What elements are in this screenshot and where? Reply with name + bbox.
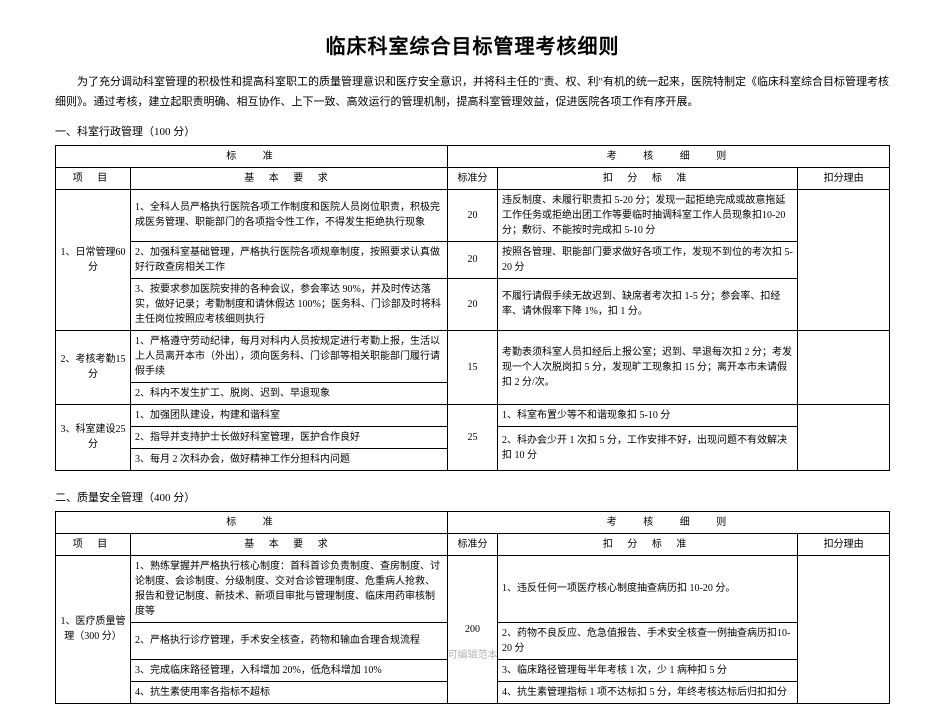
table-row: 2、加强科室基础管理，严格执行医院各项规章制度，按照要求认真做好行政查房相关工作…: [56, 241, 890, 278]
cell-deduct: 按照各管理、职能部门要求做好各项工作，发现不到位的考次扣 5-20 分: [498, 241, 798, 278]
cell-deduct: 违反制度、未履行职责扣 5-20 分；发现一起拒绝完成或故意拖延工作任务或拒绝出…: [498, 189, 798, 241]
header-reason: 扣分理由: [798, 167, 890, 189]
table-row: 3、按要求参加医院安排的各种会议，参会率达 90%，并及时传达落实，做好记录；考…: [56, 278, 890, 330]
table-row: 标 准 考 核 细 则: [56, 145, 890, 167]
cell-basic: 1、全科人员严格执行医院各项工作制度和医院人员岗位职责，积极完成医务管理、职能部…: [131, 189, 448, 241]
section1-heading: 一、科室行政管理（100 分）: [55, 123, 890, 139]
table-row: 项 目 基 本 要 求 标准分 扣 分 标 准 扣分理由: [56, 167, 890, 189]
header-deduct: 扣 分 标 准: [498, 167, 798, 189]
cell-basic: 2、指导并支持护士长做好科室管理，医护合作良好: [131, 426, 448, 448]
cell-project: 1、医疗质量管理（300 分）: [56, 555, 131, 703]
header-assessment: 考 核 细 则: [447, 145, 889, 167]
table-row: 2、考核考勤15 分 1、严格遵守劳动纪律，每月对科内人员按规定进行考勤上报，生…: [56, 330, 890, 382]
header-score: 标准分: [447, 167, 497, 189]
cell-basic: 3、完成临床路径管理，入科增加 20%，低危科增加 10%: [131, 659, 448, 681]
cell-deduct: 4、抗生素管理指标 1 项不达标扣 5 分，年终考核达标后归扣扣分: [498, 681, 798, 703]
header-standard: 标 准: [56, 145, 448, 167]
cell-reason: [798, 189, 890, 330]
cell-deduct: 不履行请假手续无故迟到、缺席者考次扣 1-5 分；参会率、扣经率、请休假率下降 …: [498, 278, 798, 330]
cell-basic: 3、每月 2 次科办会，做好精神工作分担科内问题: [131, 448, 448, 470]
table-row: 1、日常管理60 分 1、全科人员严格执行医院各项工作制度和医院人员岗位职责，积…: [56, 189, 890, 241]
header-reason: 扣分理由: [798, 533, 890, 555]
cell-deduct: 1、科室布置少等不和谐现象扣 5-10 分: [498, 404, 798, 426]
header-project: 项 目: [56, 167, 131, 189]
cell-score: 20: [447, 241, 497, 278]
cell-deduct: 1、违反任何一项医疗核心制度抽查病历扣 10-20 分。: [498, 555, 798, 622]
cell-project: 1、日常管理60 分: [56, 189, 131, 330]
header-basic: 基 本 要 求: [131, 167, 448, 189]
table-row: 3、科室建设25 分 1、加强团队建设，构建和谐科室 25 1、科室布置少等不和…: [56, 404, 890, 426]
intro-paragraph: 为了充分调动科室管理的积极性和提高科室职工的质量管理意识和医疗安全意识，并将科主…: [55, 73, 890, 113]
cell-basic: 1、熟练掌握并严格执行核心制度：首科首诊负责制度、查房制度、讨论制度、会诊制度、…: [131, 555, 448, 622]
section2-heading: 二、质量安全管理（400 分）: [55, 489, 890, 505]
cell-score: 20: [447, 278, 497, 330]
cell-score: 15: [447, 330, 497, 404]
cell-deduct: 考勤表须科室人员扣经后上报公室；迟到、早退每次扣 2 分；考发现一个人次脱岗扣 …: [498, 330, 798, 404]
cell-score: 20: [447, 189, 497, 241]
cell-basic: 3、按要求参加医院安排的各种会议，参会率达 90%，并及时传达落实，做好记录；考…: [131, 278, 448, 330]
cell-score: 25: [447, 404, 497, 470]
header-basic: 基 本 要 求: [131, 533, 448, 555]
cell-project: 2、考核考勤15 分: [56, 330, 131, 404]
cell-basic: 4、抗生素使用率各指标不超标: [131, 681, 448, 703]
cell-basic: 1、严格遵守劳动纪律，每月对科内人员按规定进行考勤上报，生活以上人员离开本市（外…: [131, 330, 448, 382]
header-assessment: 考 核 细 则: [447, 511, 889, 533]
table-row: 1、医疗质量管理（300 分） 1、熟练掌握并严格执行核心制度：首科首诊负责制度…: [56, 555, 890, 622]
section1-table: 标 准 考 核 细 则 项 目 基 本 要 求 标准分 扣 分 标 准 扣分理由…: [55, 145, 890, 471]
page-title: 临床科室综合目标管理考核细则: [55, 30, 890, 59]
header-score: 标准分: [447, 533, 497, 555]
cell-score: 200: [447, 555, 497, 703]
header-project: 项 目: [56, 533, 131, 555]
cell-deduct: 3、临床路径管理每半年考核 1 次，少 1 病种扣 5 分: [498, 659, 798, 681]
cell-basic: 1、加强团队建设，构建和谐科室: [131, 404, 448, 426]
cell-reason: [798, 330, 890, 404]
section2-table: 标 准 考 核 细 则 项 目 基 本 要 求 标准分 扣 分 标 准 扣分理由…: [55, 511, 890, 704]
cell-reason: [798, 555, 890, 703]
cell-reason: [798, 404, 890, 470]
cell-project: 3、科室建设25 分: [56, 404, 131, 470]
table-row: 标 准 考 核 细 则: [56, 511, 890, 533]
cell-deduct: 2、科办会少开 1 次扣 5 分，工作安排不好，出现问题不有效解决扣 10 分: [498, 426, 798, 470]
cell-basic: 2、科内不发生扩工、脱岗、迟到、早退现象: [131, 382, 448, 404]
header-standard: 标 准: [56, 511, 448, 533]
cell-basic: 2、加强科室基础管理，严格执行医院各项规章制度，按照要求认真做好行政查房相关工作: [131, 241, 448, 278]
header-deduct: 扣 分 标 准: [498, 533, 798, 555]
footer-note: 可编辑范本: [0, 646, 945, 661]
table-row: 项 目 基 本 要 求 标准分 扣 分 标 准 扣分理由: [56, 533, 890, 555]
